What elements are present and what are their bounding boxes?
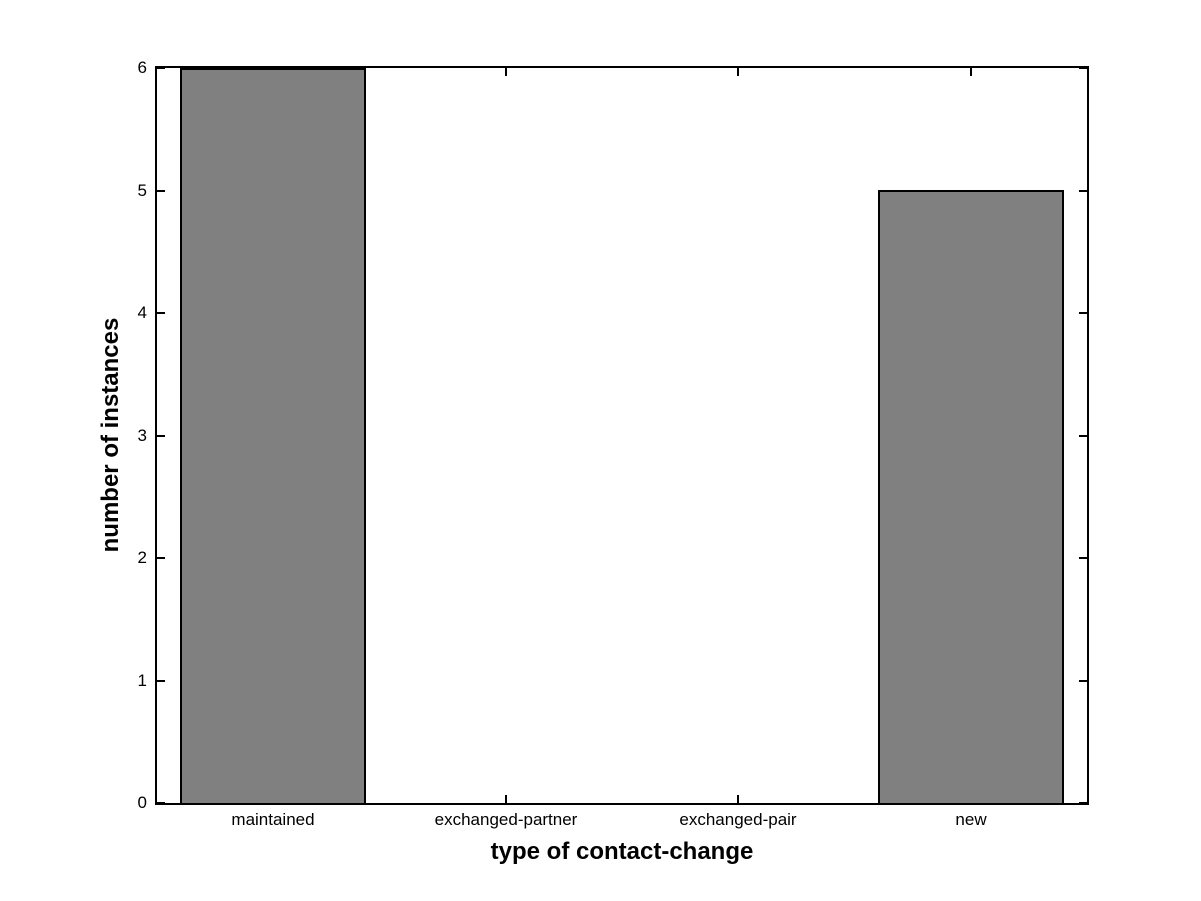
x-tick-mark [970,68,972,76]
y-tick-mark [157,190,165,192]
y-tick-mark [157,680,165,682]
y-tick-mark [1079,435,1087,437]
y-tick-label: 0 [137,793,147,812]
x-tick-label-exchanged-pair: exchanged-pair [679,810,797,829]
x-tick-label-new: new [955,810,987,829]
y-tick-mark [157,802,165,804]
y-tick-mark [1079,312,1087,314]
x-tick-mark [505,68,507,76]
y-tick-label: 3 [137,426,147,445]
x-tick-label-exchanged-partner: exchanged-partner [434,810,578,829]
y-tick-mark [157,557,165,559]
y-tick-mark [1079,680,1087,682]
y-tick-mark [1079,190,1087,192]
x-tick-mark [737,795,739,803]
y-tick-mark [1079,802,1087,804]
x-axis-label: type of contact-change [490,838,754,865]
plot-area [155,66,1089,805]
y-tick-label: 2 [137,548,147,567]
x-tick-mark [737,68,739,76]
y-tick-mark [157,312,165,314]
y-tick-label: 5 [137,181,147,200]
y-tick-mark [1079,67,1087,69]
x-tick-label-maintained: maintained [231,810,315,829]
y-tick-mark [157,67,165,69]
bar-maintained [180,68,366,803]
y-tick-label: 4 [137,303,147,322]
y-tick-mark [1079,557,1087,559]
y-tick-label: 6 [137,58,147,77]
y-tick-label: 1 [137,671,147,690]
bar-new [878,190,1064,803]
x-tick-mark [505,795,507,803]
y-tick-mark [157,435,165,437]
